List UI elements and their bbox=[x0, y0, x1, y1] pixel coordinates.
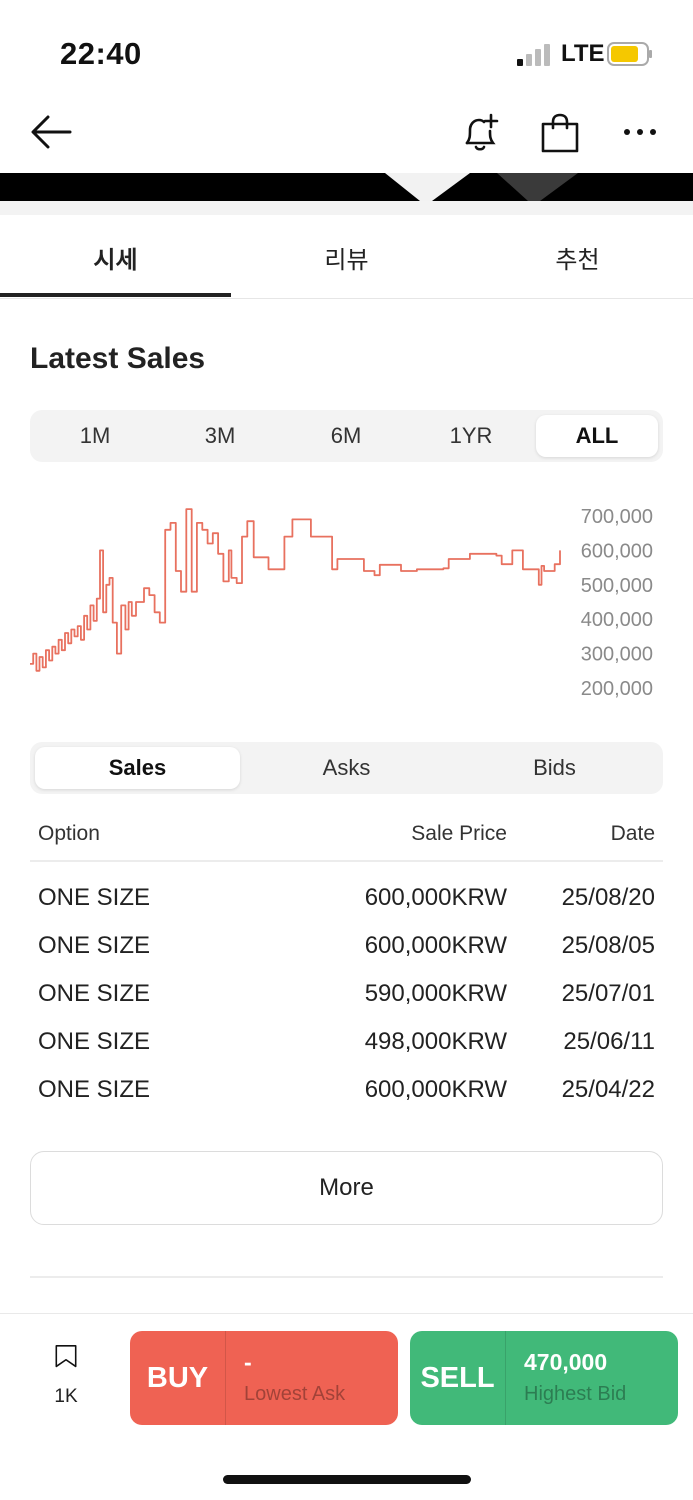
row-date: 25/08/05 bbox=[561, 932, 655, 959]
bottom-bar-divider bbox=[0, 1313, 693, 1314]
network-type: LTE bbox=[561, 40, 605, 67]
bell-plus-icon[interactable] bbox=[459, 112, 501, 154]
table-row: ONE SIZE 600,000KRW 25/08/20 bbox=[38, 884, 655, 914]
arrow-left-icon[interactable] bbox=[28, 112, 74, 152]
tab-asks[interactable]: Asks bbox=[322, 755, 371, 780]
tab-sales[interactable]: Sales bbox=[35, 747, 240, 789]
table-header: Option Sale Price Date bbox=[38, 822, 655, 848]
sell-divider bbox=[505, 1331, 506, 1425]
active-tab-indicator bbox=[0, 293, 231, 297]
row-price: 600,000KRW bbox=[364, 884, 507, 911]
highest-bid-value: 470,000 bbox=[524, 1349, 608, 1375]
table-row: ONE SIZE 600,000KRW 25/08/05 bbox=[38, 932, 655, 962]
sell-button[interactable]: SELL 470,000 Highest Bid bbox=[410, 1331, 678, 1425]
buy-divider bbox=[225, 1331, 226, 1425]
section-title: Latest Sales bbox=[30, 342, 206, 375]
table-header-divider bbox=[30, 860, 663, 862]
product-image-fragment bbox=[385, 173, 578, 201]
home-indicator bbox=[223, 1475, 471, 1484]
transaction-type-selector: Sales Asks Bids bbox=[30, 742, 663, 794]
period-6m[interactable]: 6M bbox=[330, 423, 362, 448]
bookmark-count: 1K bbox=[54, 1386, 78, 1407]
lowest-ask-value: - bbox=[244, 1349, 252, 1375]
more-dots-icon[interactable] bbox=[622, 125, 658, 139]
row-option: ONE SIZE bbox=[38, 1028, 151, 1055]
row-price: 590,000KRW bbox=[364, 980, 507, 1007]
row-date: 25/08/20 bbox=[561, 884, 655, 911]
y-tick-label: 300,000 bbox=[581, 644, 653, 666]
row-option: ONE SIZE bbox=[38, 1076, 151, 1103]
y-tick-label: 400,000 bbox=[581, 609, 653, 631]
price-history-chart[interactable]: 700,000 600,000 500,000 400,000 300,000 200,0… bbox=[25, 495, 665, 705]
shopping-bag-icon[interactable] bbox=[540, 112, 580, 154]
product-image-strip bbox=[0, 173, 693, 201]
battery-icon bbox=[607, 42, 652, 66]
table-row: ONE SIZE 600,000KRW 25/04/22 bbox=[38, 1076, 655, 1106]
buy-label: BUY bbox=[146, 1361, 209, 1394]
row-date: 25/06/11 bbox=[563, 1028, 655, 1055]
tab-reviews[interactable]: 리뷰 bbox=[324, 245, 369, 274]
period-1yr[interactable]: 1YR bbox=[449, 423, 493, 448]
row-date: 25/07/01 bbox=[561, 980, 655, 1007]
y-tick-label: 200,000 bbox=[581, 678, 653, 700]
y-tick-label: 600,000 bbox=[581, 540, 653, 562]
tab-price[interactable]: 시세 bbox=[93, 245, 138, 274]
tab-bids[interactable]: Bids bbox=[533, 755, 576, 780]
row-option: ONE SIZE bbox=[38, 980, 151, 1007]
section-divider bbox=[30, 1276, 663, 1278]
y-tick-label: 500,000 bbox=[581, 575, 653, 597]
column-date: Date bbox=[610, 822, 655, 845]
highest-bid-label: Highest Bid bbox=[524, 1383, 627, 1405]
row-price: 600,000KRW bbox=[364, 1076, 507, 1103]
column-sale-price: Sale Price bbox=[411, 822, 507, 845]
price-line bbox=[30, 508, 561, 672]
y-tick-label: 700,000 bbox=[581, 506, 653, 528]
buy-button[interactable]: BUY - Lowest Ask bbox=[130, 1331, 398, 1425]
column-option: Option bbox=[38, 822, 100, 845]
period-1m[interactable]: 1M bbox=[79, 423, 111, 448]
row-price: 498,000KRW bbox=[364, 1028, 507, 1055]
sell-label: SELL bbox=[420, 1361, 495, 1394]
bookmark-icon[interactable] bbox=[45, 1344, 87, 1384]
content-tabs: 시세 리뷰 추천 bbox=[0, 216, 693, 299]
section-divider bbox=[0, 201, 693, 215]
tab-recommended[interactable]: 추천 bbox=[555, 245, 600, 274]
table-row: ONE SIZE 498,000KRW 25/06/11 bbox=[38, 1028, 655, 1058]
period-selector: 1M 3M 6M 1YR ALL bbox=[30, 410, 663, 462]
lowest-ask-label: Lowest Ask bbox=[244, 1383, 346, 1405]
status-time: 22:40 bbox=[60, 36, 142, 71]
table-row: ONE SIZE 590,000KRW 25/07/01 bbox=[38, 980, 655, 1010]
row-price: 600,000KRW bbox=[364, 932, 507, 959]
signal-strength-icon bbox=[517, 44, 550, 66]
more-button[interactable]: More bbox=[30, 1151, 663, 1225]
row-option: ONE SIZE bbox=[38, 932, 151, 959]
row-option: ONE SIZE bbox=[38, 884, 151, 911]
period-all[interactable]: ALL bbox=[536, 415, 658, 457]
period-3m[interactable]: 3M bbox=[204, 423, 236, 448]
row-date: 25/04/22 bbox=[561, 1076, 655, 1103]
